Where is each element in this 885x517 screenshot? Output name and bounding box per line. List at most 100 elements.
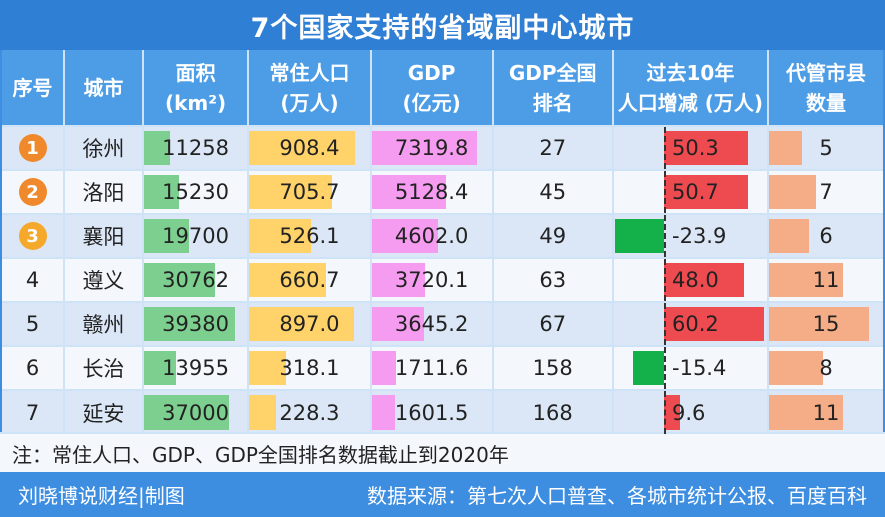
counties-bar xyxy=(769,219,810,253)
header-row: 序号 城市 面积 (km²) 常住人口 (万人) GDP (亿元) GDP全国 排名 过… xyxy=(2,50,883,126)
header-counties: 代管市县 数量 xyxy=(768,50,883,126)
counties-bar xyxy=(769,263,843,297)
counties-bar xyxy=(769,175,816,209)
counties-cell: 8 xyxy=(768,345,883,390)
population-value: 660.7 xyxy=(279,268,340,292)
footnote: 注：常住人口、GDP、GDP全国排名数据截止到2020年 xyxy=(0,432,885,472)
table-body: 1 徐州 11258 908.4 7319.8 27 50.3 5 2 洛阳 15230 705.7 5… xyxy=(2,125,883,434)
population-change-bar xyxy=(664,263,744,297)
rank-badge: 2 xyxy=(18,178,47,206)
rank-badge: 3 xyxy=(18,222,47,250)
population-cell: 705.7 xyxy=(248,169,372,214)
counties-cell: 15 xyxy=(768,301,883,346)
rank-cell: 7 xyxy=(2,389,66,434)
area-cell: 19700 xyxy=(142,213,250,258)
gdp-bar xyxy=(371,131,478,165)
population-change-value: -23.9 xyxy=(672,224,727,248)
population-value: 908.4 xyxy=(279,136,340,160)
area-bar xyxy=(143,175,180,209)
city-cell: 徐州 xyxy=(64,125,144,170)
population-value: 228.3 xyxy=(279,400,340,425)
gdp-rank-cell: 27 xyxy=(492,125,614,170)
rank-cell: 1 xyxy=(2,125,66,170)
population-bar xyxy=(249,395,276,430)
header-population: 常住人口 (万人) xyxy=(248,50,372,126)
header-gdp: GDP (亿元) xyxy=(370,50,494,126)
counties-value: 11 xyxy=(812,400,840,425)
population-change-cell: 48.0 xyxy=(612,257,770,302)
area-value: 19700 xyxy=(162,224,229,248)
population-cell: 228.3 xyxy=(248,389,372,434)
counties-value: 6 xyxy=(819,224,833,248)
area-cell: 15230 xyxy=(142,169,250,214)
gdp-cell: 5128.4 xyxy=(370,169,494,214)
area-cell: 39380 xyxy=(142,301,250,346)
table-row: 4 遵义 30762 660.7 3720.1 63 48.0 11 xyxy=(2,257,883,302)
zero-axis-line xyxy=(664,259,667,301)
gdp-rank-cell: 49 xyxy=(492,213,614,258)
population-change-value: 48.0 xyxy=(672,268,719,292)
population-change-cell: 50.7 xyxy=(612,169,770,214)
gdp-cell: 1601.5 xyxy=(370,389,494,434)
area-cell: 37000 xyxy=(142,389,250,434)
population-cell: 660.7 xyxy=(248,257,372,302)
population-change-bar xyxy=(664,395,681,430)
table-row: 5 赣州 39380 897.0 3645.2 67 60.2 15 xyxy=(2,301,883,346)
zero-axis-line xyxy=(664,391,667,434)
counties-bar xyxy=(769,351,823,385)
header-city: 城市 xyxy=(64,50,144,126)
area-bar xyxy=(143,395,230,430)
counties-cell: 11 xyxy=(768,257,883,302)
population-value: 897.0 xyxy=(279,312,340,336)
counties-value: 11 xyxy=(812,268,840,292)
population-cell: 908.4 xyxy=(248,125,372,170)
area-value: 11258 xyxy=(162,136,229,160)
table-row: 6 长治 13955 318.1 1711.6 158 -15.4 8 xyxy=(2,345,883,390)
population-change-bar xyxy=(664,131,748,165)
city-cell: 长治 xyxy=(64,345,144,390)
gdp-rank-cell: 158 xyxy=(492,345,614,390)
counties-cell: 6 xyxy=(768,213,883,258)
population-change-cell: 50.3 xyxy=(612,125,770,170)
table-row: 2 洛阳 15230 705.7 5128.4 45 50.7 7 xyxy=(2,169,883,214)
population-change-cell: 60.2 xyxy=(612,301,770,346)
zero-axis-line xyxy=(664,215,667,257)
counties-value: 5 xyxy=(819,136,833,160)
population-bar xyxy=(249,307,354,341)
population-change-value: 60.2 xyxy=(672,312,719,336)
gdp-rank-cell: 67 xyxy=(492,301,614,346)
city-table: 序号 城市 面积 (km²) 常住人口 (万人) GDP (亿元) GDP全国 排名 过… xyxy=(2,50,883,434)
gdp-value: 1601.5 xyxy=(394,400,469,425)
rank-cell: 5 xyxy=(2,301,66,346)
counties-cell: 11 xyxy=(768,389,883,434)
gdp-value: 3720.1 xyxy=(394,268,469,292)
area-cell: 13955 xyxy=(142,345,250,390)
table-row: 3 襄阳 19700 526.1 4602.0 49 -23.9 6 xyxy=(2,213,883,258)
area-bar xyxy=(143,219,190,253)
population-bar xyxy=(249,263,327,297)
gdp-bar xyxy=(371,307,425,341)
zero-axis-line xyxy=(664,347,667,389)
population-bar xyxy=(249,219,311,253)
zero-axis-line xyxy=(664,171,667,213)
rank-number: 4 xyxy=(25,268,40,292)
rank-cell: 6 xyxy=(2,345,66,390)
rank-badge: 1 xyxy=(18,134,47,162)
gdp-value: 1711.6 xyxy=(394,356,469,380)
population-cell: 318.1 xyxy=(248,345,372,390)
header-gdp-rank: GDP全国 排名 xyxy=(492,50,614,126)
population-change-value: 9.6 xyxy=(672,400,706,425)
counties-cell: 5 xyxy=(768,125,883,170)
table-row: 7 延安 37000 228.3 1601.5 168 9.6 11 xyxy=(2,389,883,434)
area-cell: 30762 xyxy=(142,257,250,302)
population-cell: 897.0 xyxy=(248,301,372,346)
area-bar xyxy=(143,131,170,165)
header-rank: 序号 xyxy=(2,50,66,126)
population-change-value: -15.4 xyxy=(672,356,727,380)
population-change-value: 50.3 xyxy=(672,136,719,160)
rank-cell: 3 xyxy=(2,213,66,258)
population-bar xyxy=(249,351,287,385)
area-value: 37000 xyxy=(162,400,229,425)
area-bar xyxy=(143,351,177,385)
gdp-bar xyxy=(371,351,397,385)
